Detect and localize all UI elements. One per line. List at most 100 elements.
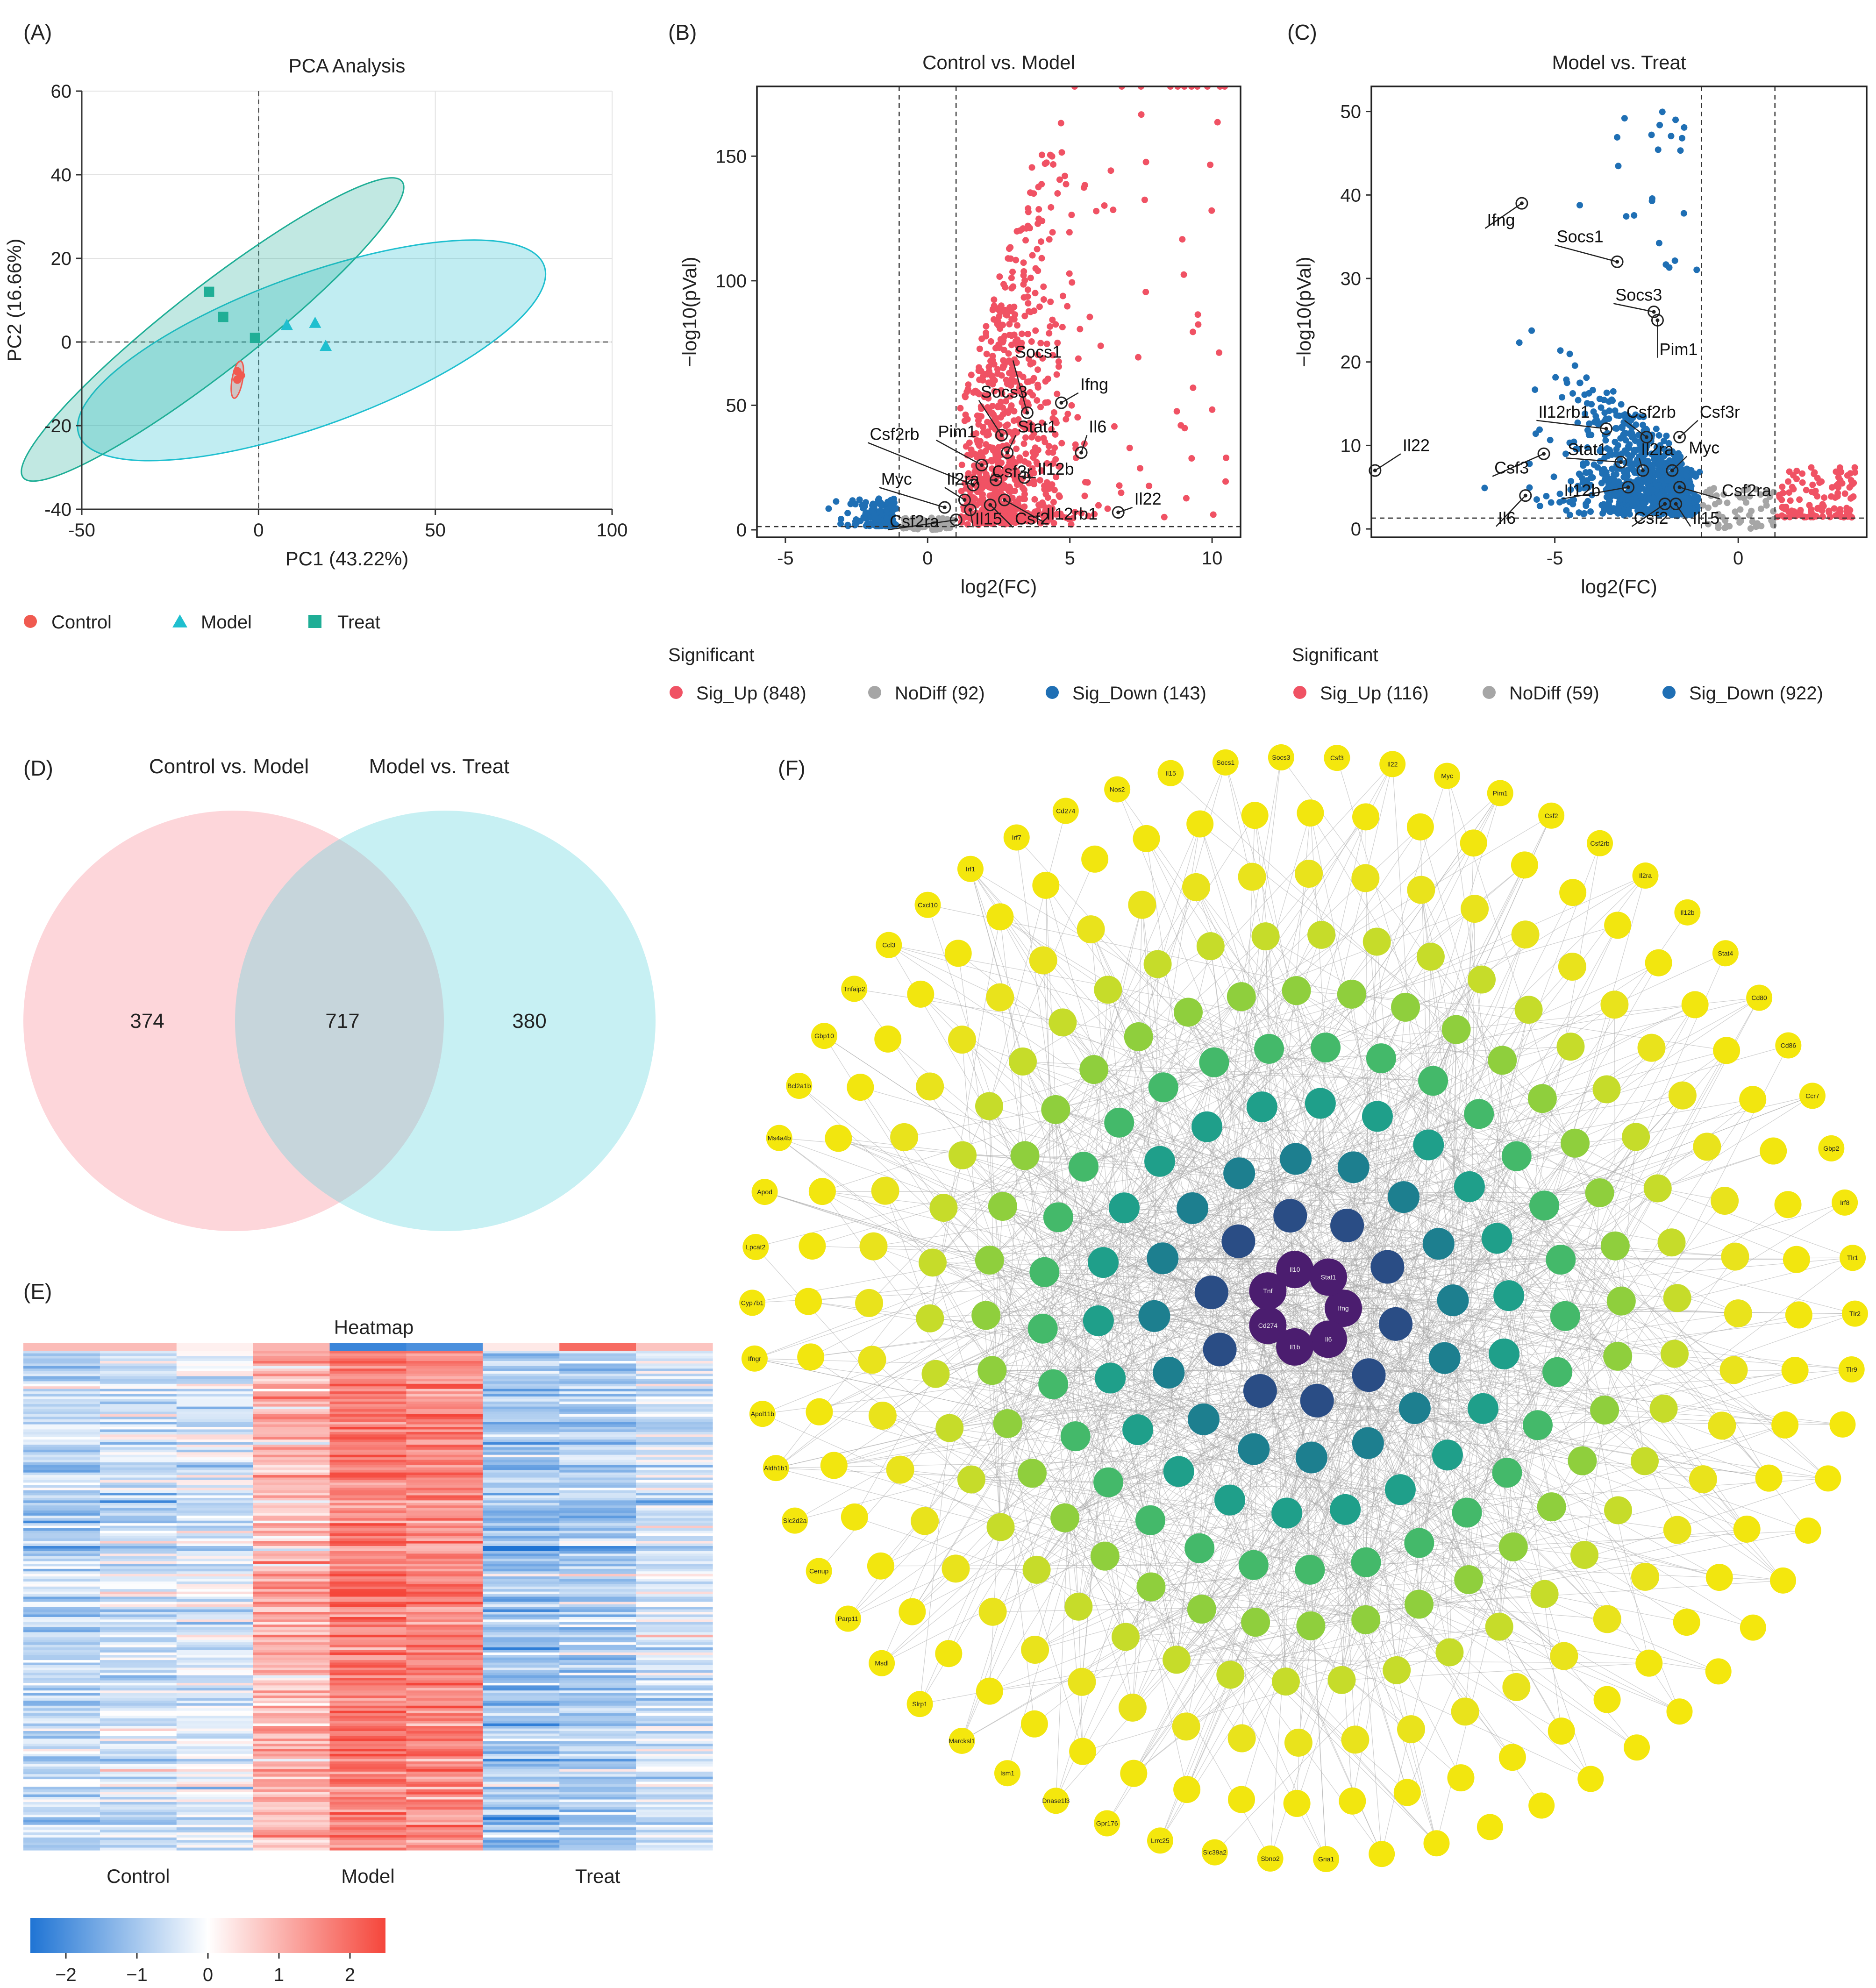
heatmap-cell [559,1518,636,1521]
gene-label: Il6 [1498,508,1516,527]
heatmap-cell [253,1594,330,1597]
heatmap-cell [559,1698,636,1701]
point-sig-up [1047,299,1054,306]
point-sig-down [1608,492,1615,499]
point-sig-down [1602,415,1609,422]
heatmap-cell [329,1424,407,1427]
point-sig-up [1011,465,1018,472]
point-sig-down [1526,460,1533,467]
point-sig-down [1691,507,1698,514]
point-sig-down [863,509,870,516]
point-model [280,319,293,330]
heatmap-cell [483,1447,560,1450]
point-sig-up [1850,479,1857,486]
heatmap-cell [23,1556,100,1559]
legend-control-marker [24,615,37,628]
heatmap-cell [23,1713,100,1717]
point-sig-down [1685,505,1692,512]
heatmap-cell [559,1472,636,1475]
heatmap-cell [636,1447,713,1450]
heatmap-cell [559,1411,636,1415]
heatmap-cell [23,1612,100,1615]
heatmap-cell [636,1551,713,1554]
gene-label: Il22 [1403,435,1430,455]
point-sig-up [1030,375,1037,382]
heatmap-cell [483,1799,560,1803]
point-sig-up [1111,423,1118,430]
heatmap-cell [636,1495,713,1498]
heatmap-cell [23,1625,100,1628]
heatmap-cell [100,1376,177,1379]
heatmap-cell [483,1383,560,1387]
heatmap-cell [23,1810,100,1813]
heatmap-cell [23,1445,100,1448]
gene-leader-line [1536,420,1606,429]
point-sig-down [884,499,891,506]
point-sig-down [1576,471,1584,478]
heatmap-cell [253,1495,330,1498]
heatmap-cell [483,1366,560,1369]
heatmap-cell [329,1693,407,1696]
legend-sig-down-marker [1046,686,1059,699]
heatmap-cell [406,1432,483,1435]
heatmap-cell [253,1351,330,1354]
heatmap-cell [329,1787,407,1790]
point-sig-up [1024,378,1031,385]
network-edge [949,1313,1739,1429]
heatmap-cell [483,1536,560,1539]
point-sig-up [1787,497,1794,504]
heatmap-cell [329,1561,407,1564]
point-sig-down [1621,474,1628,481]
x-tick-label: 5 [1065,548,1075,569]
network-edge [1117,789,1439,1244]
point-sig-down [1629,463,1636,470]
point-sig-up [1069,279,1076,286]
heatmap-cell [329,1414,407,1417]
heatmap-cell [406,1348,483,1351]
heatmap-cell [559,1447,636,1450]
heatmap-cell [253,1480,330,1483]
heatmap-cell [483,1457,560,1461]
heatmap-cell [559,1794,636,1797]
heatmap-cell [253,1657,330,1660]
point-sig-down [1675,450,1682,457]
point-sig-up [1838,469,1845,476]
gene-label: Csf2 [1015,509,1049,528]
heatmap-cell [636,1731,713,1734]
heatmap-cell [253,1452,330,1455]
heatmap-cell [176,1619,254,1623]
heatmap-cell [253,1520,330,1524]
point-sig-up [1000,347,1007,354]
point-sig-up [963,388,970,395]
point-nodiff [1738,517,1745,524]
heatmap-cell [483,1493,560,1496]
heatmap-cell [23,1723,100,1726]
network-edge [1311,1029,1457,1458]
heatmap-cell [636,1847,713,1851]
heatmap-cell [176,1650,254,1653]
heatmap-cell [406,1693,483,1696]
heatmap-cell [329,1480,407,1483]
point-sig-down [1584,444,1591,451]
heatmap-cell [253,1574,330,1577]
point-sig-down [1668,133,1675,140]
heatmap-cell [406,1840,483,1843]
heatmap-cell [329,1637,407,1640]
heatmap-cell [636,1584,713,1587]
point-sig-down [1583,500,1590,507]
heatmap-cell [253,1794,330,1797]
point-sig-down [1659,108,1666,115]
heatmap-cell [253,1802,330,1805]
heatmap-cell [100,1602,177,1605]
heatmap-cell [176,1497,254,1501]
heatmap-cell [100,1404,177,1407]
heatmap-cell [23,1449,100,1453]
heatmap-cell [483,1726,560,1729]
heatmap-cell [100,1647,177,1651]
gene-label: Socs3 [1615,285,1662,305]
gene-leader-line [978,400,1002,436]
heatmap-cell [483,1477,560,1481]
point-model [309,316,321,328]
heatmap-cell [636,1497,713,1501]
point-sig-up [1095,502,1102,509]
